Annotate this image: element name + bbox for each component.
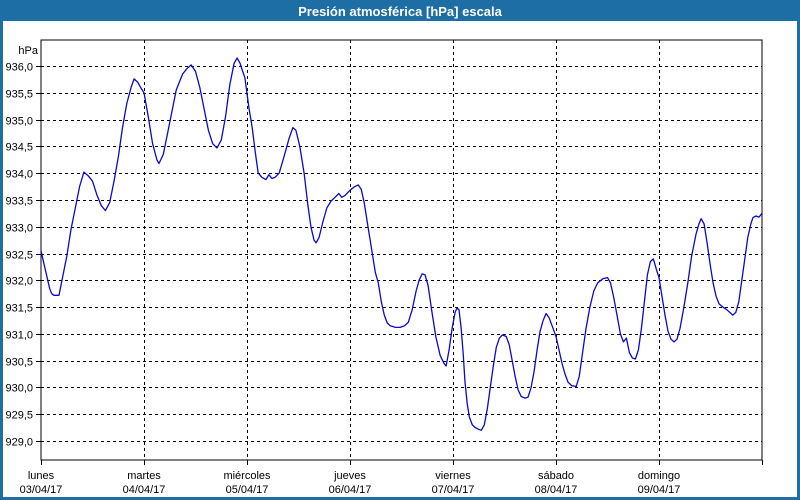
y-axis-tick-label: 930,5 xyxy=(5,357,33,369)
window-titlebar: Presión atmosférica [hPa] escala xyxy=(3,3,797,21)
plot-border xyxy=(40,39,763,461)
y-axis-tick-label: 929,5 xyxy=(5,410,33,422)
y-axis-tick-label: 935,0 xyxy=(5,116,33,128)
y-axis-unit-label: hPa xyxy=(18,45,38,57)
x-axis-date-label: 05/04/17 xyxy=(226,484,269,496)
x-axis-day-label: miércoles xyxy=(223,470,271,482)
x-axis-date-label: 04/04/17 xyxy=(123,484,166,496)
y-axis-tick-label: 932,5 xyxy=(5,250,33,262)
pressure-chart: 936,0 935,5 935,0 934,5 934,0 933,5 933,0 932,5… xyxy=(5,39,763,496)
y-axis-tick-label: 932,0 xyxy=(5,276,33,288)
x-axis-date-label: 09/04/17 xyxy=(638,484,681,496)
x-axis-date-label: 07/04/17 xyxy=(432,484,475,496)
window-title: Presión atmosférica [hPa] escala xyxy=(298,4,502,19)
x-axis-day-label: martes xyxy=(127,470,161,482)
y-axis-tick-label: 931,5 xyxy=(5,303,33,315)
x-axis-date-label: 03/04/17 xyxy=(20,484,63,496)
x-axis-day-label: domingo xyxy=(638,470,680,482)
chart-area: 936,0 935,5 935,0 934,5 934,0 933,5 933,0 932,5… xyxy=(3,21,797,497)
y-axis-tick-label: 935,5 xyxy=(5,89,33,101)
y-axis-tick-label: 933,5 xyxy=(5,196,33,208)
pressure-line xyxy=(40,57,763,431)
y-axis-tick-label: 936,0 xyxy=(5,62,33,74)
y-axis-tick-label: 930,0 xyxy=(5,383,33,395)
x-axis-date-label: 06/04/17 xyxy=(329,484,372,496)
x-axis-day-label: sábado xyxy=(538,470,574,482)
y-axis-tick-label: 929,0 xyxy=(5,437,33,449)
x-axis-day-label: lunes xyxy=(28,470,55,482)
y-axis-tick-label: 934,5 xyxy=(5,142,33,154)
y-axis-tick-label: 933,0 xyxy=(5,223,33,235)
y-axis-tick-label: 934,0 xyxy=(5,169,33,181)
x-axis-date-label: 08/04/17 xyxy=(535,484,578,496)
y-axis-tick-label: 931,0 xyxy=(5,330,33,342)
x-axis-day-label: viernes xyxy=(435,470,471,482)
x-axis-day-label: jueves xyxy=(333,470,366,482)
